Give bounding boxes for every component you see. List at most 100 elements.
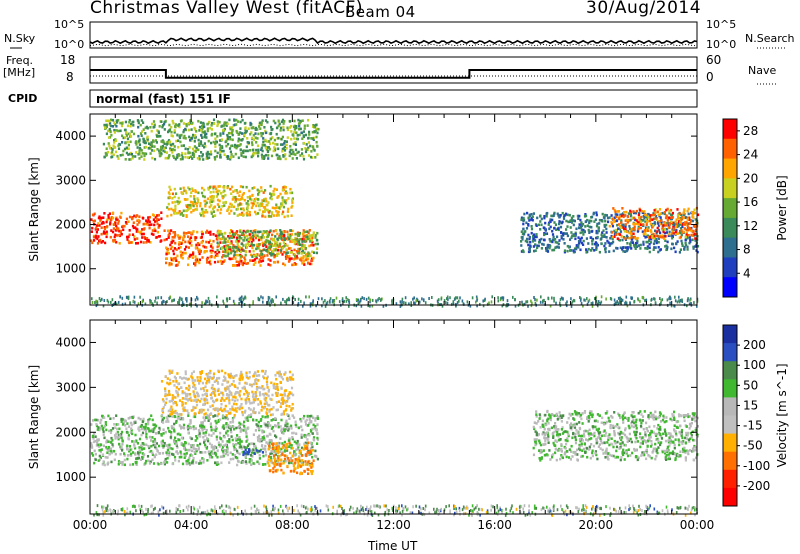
velocity-cell <box>189 444 193 447</box>
power-cell <box>209 230 212 234</box>
power-cell <box>152 126 155 129</box>
power-cell <box>225 304 227 308</box>
power-cell <box>141 236 144 239</box>
power-cell <box>260 256 263 260</box>
power-cell <box>205 240 208 244</box>
power-cell <box>226 254 229 258</box>
velocity-cell <box>175 421 178 424</box>
power-cell <box>690 302 692 306</box>
power-cell <box>129 158 132 161</box>
power-cell <box>543 215 546 218</box>
power-cell <box>192 204 195 208</box>
velocity-cell <box>147 420 150 424</box>
power-cell <box>621 224 624 227</box>
power-cell <box>259 253 262 256</box>
velocity-cell <box>227 434 230 437</box>
power-cell <box>615 219 618 223</box>
power-cell <box>237 260 240 264</box>
power-cell <box>580 221 583 224</box>
velocity-cell <box>229 421 232 424</box>
power-cell <box>267 249 270 252</box>
power-cell <box>631 238 634 241</box>
velocity-cell <box>92 440 96 444</box>
power-cell <box>560 296 563 300</box>
power-cell <box>280 301 282 305</box>
power-cell <box>482 299 484 303</box>
power-cell <box>613 235 616 238</box>
power-cell <box>222 260 225 263</box>
power-cell <box>548 238 551 241</box>
power-cell <box>269 229 272 232</box>
power-cell <box>110 300 112 304</box>
velocity-cell <box>127 434 130 437</box>
power-cell <box>282 297 284 301</box>
power-cell <box>294 240 297 244</box>
power-cell <box>123 147 127 151</box>
power-cell <box>542 243 545 246</box>
velocity-cell <box>178 416 181 420</box>
nsearch-series-line <box>89 43 698 47</box>
velocity-cell <box>233 415 236 419</box>
power-cell <box>239 255 243 258</box>
velocity-cell <box>173 429 176 433</box>
velocity-cell <box>126 457 129 461</box>
velocity-cell <box>195 448 198 451</box>
power-cell <box>216 295 218 299</box>
power-cell <box>290 137 293 141</box>
power-cell <box>107 214 110 217</box>
power-cell <box>254 128 257 131</box>
power-cell <box>295 131 298 134</box>
power-cell <box>179 140 182 144</box>
power-cell <box>132 132 136 136</box>
velocity-cell <box>301 460 305 464</box>
power-cell <box>250 198 253 202</box>
power-cell <box>183 189 186 192</box>
velocity-cell <box>262 454 265 458</box>
velocity-cell <box>192 457 195 460</box>
power-cell <box>201 154 204 158</box>
power-cell <box>269 263 272 267</box>
power-cell <box>255 212 258 216</box>
power-cell <box>251 236 254 239</box>
power-cell <box>674 230 677 234</box>
power-cell <box>139 147 142 151</box>
power-cell <box>521 235 524 239</box>
power-cell <box>675 218 678 221</box>
power-cell <box>95 304 98 308</box>
power-cell <box>235 118 238 122</box>
power-cell <box>126 137 130 141</box>
velocity-cell <box>312 416 315 420</box>
power-cell <box>304 247 307 250</box>
velocity-cell <box>238 452 241 456</box>
velocity-cell <box>223 449 226 452</box>
velocity-cell <box>194 439 197 442</box>
power-cell <box>281 188 284 192</box>
power-cell <box>111 118 115 122</box>
velocity-cell <box>310 443 313 447</box>
power-cell <box>165 246 168 250</box>
power-cell <box>160 296 163 300</box>
power-cell <box>139 231 142 235</box>
power-cell <box>277 236 280 240</box>
power-cell <box>228 147 232 150</box>
power-cell <box>636 240 639 243</box>
power-cell <box>290 130 293 133</box>
power-cell <box>563 214 566 217</box>
power-cell <box>229 187 232 191</box>
power-cell <box>189 138 192 142</box>
power-cell <box>118 242 121 245</box>
velocity-cell <box>131 463 135 466</box>
velocity-cell <box>198 462 201 465</box>
velocity-cell <box>158 428 162 432</box>
power-cell <box>549 244 552 248</box>
power-cell <box>630 214 633 218</box>
power-cell <box>242 298 245 302</box>
power-cell <box>314 242 317 246</box>
power-cell <box>688 218 691 221</box>
power-cell <box>671 235 674 238</box>
power-cell <box>585 251 588 254</box>
velocity-cell <box>258 440 261 443</box>
velocity-cell <box>254 445 257 448</box>
power-cell <box>206 122 209 126</box>
power-cell <box>138 149 141 152</box>
